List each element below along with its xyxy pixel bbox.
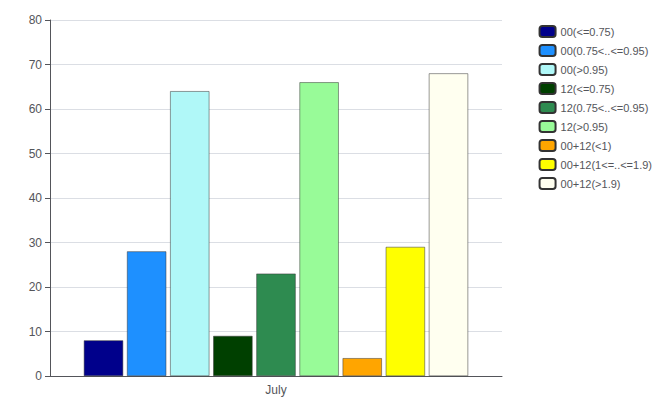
svg-text:12(<=0.75): 12(<=0.75) [561,83,615,95]
svg-text:30: 30 [29,236,43,250]
svg-text:50: 50 [29,147,43,161]
svg-text:00(0.75<..<=0.95): 00(0.75<..<=0.95) [561,45,649,57]
svg-text:July: July [265,383,286,397]
svg-text:00(>0.95): 00(>0.95) [561,64,608,76]
svg-text:12(0.75<..<=0.95): 12(0.75<..<=0.95) [561,102,649,114]
svg-text:60: 60 [29,102,43,116]
svg-text:10: 10 [29,325,43,339]
svg-text:70: 70 [29,58,43,72]
svg-text:00+12(<1): 00+12(<1) [561,140,612,152]
svg-text:80: 80 [29,13,43,27]
svg-text:00+12(>1.9): 00+12(>1.9) [561,178,621,190]
svg-text:0: 0 [35,369,42,383]
svg-text:00(<=0.75): 00(<=0.75) [561,26,615,38]
svg-text:20: 20 [29,280,43,294]
svg-text:00+12(1<=..<=1.9): 00+12(1<=..<=1.9) [561,159,652,171]
svg-text:40: 40 [29,191,43,205]
svg-text:12(>0.95): 12(>0.95) [561,121,608,133]
